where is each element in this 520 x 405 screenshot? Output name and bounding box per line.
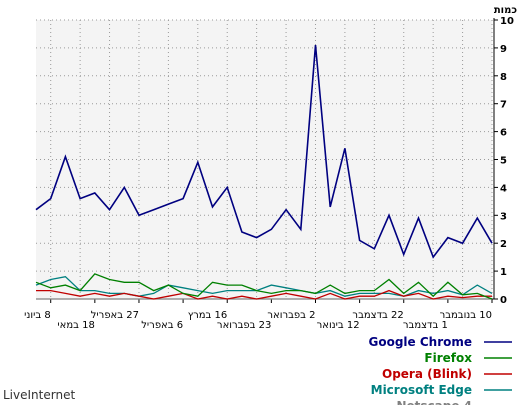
x-tick-label-8: 27 באפריל bbox=[91, 310, 139, 321]
legend-label-2: Opera (Blink) bbox=[382, 367, 472, 381]
grid bbox=[36, 19, 493, 299]
x-tick-label-9: 18 במאי bbox=[57, 320, 94, 331]
y-tick-label-3: 3 bbox=[500, 211, 507, 222]
y-tick-label-2: 2 bbox=[500, 239, 507, 250]
x-tick-label-6: 16 במרץ bbox=[188, 310, 228, 321]
x-tick-label-1: 1 בדצמבר bbox=[403, 320, 448, 331]
y-tick-label-1: 1 bbox=[500, 267, 507, 278]
y-tick-labels: 0 1 2 3 4 5 6 7 8 9 10 bbox=[494, 16, 514, 306]
y-tick-label-5: 5 bbox=[500, 156, 507, 167]
x-tick-label-5: 23 בפברואר bbox=[217, 320, 271, 331]
x-tick-label-4: 2 בפברואר bbox=[267, 310, 315, 321]
y-tick-label-9: 9 bbox=[500, 44, 507, 55]
x-tick-label-10: 8 ביוני bbox=[24, 310, 51, 321]
series-line-0 bbox=[35, 45, 493, 259]
y-tick-label-6: 6 bbox=[500, 128, 507, 139]
unit-label: כמות bbox=[494, 5, 518, 16]
y-tick-label-10: 10 bbox=[500, 16, 514, 27]
y-tick-label-4: 4 bbox=[500, 183, 507, 194]
y-tick-label-8: 8 bbox=[500, 72, 507, 83]
legend-label-4: Netscape 4 bbox=[396, 399, 472, 405]
legend-label-3: Microsoft Edge bbox=[371, 383, 472, 397]
series-line-1 bbox=[35, 273, 493, 300]
brand-label: LiveInternet bbox=[3, 388, 75, 402]
x-tick-label-2: 22 בדצמבר bbox=[352, 310, 403, 321]
series-line-2 bbox=[36, 289, 492, 300]
x-tick-label-3: 12 בינואר bbox=[317, 320, 360, 331]
legend-label-1: Firefox bbox=[424, 351, 472, 365]
x-tick-label-0: 10 בנובמבר bbox=[440, 310, 492, 321]
legend: Google Chrome Firefox Opera (Blink) Microso… bbox=[368, 335, 512, 405]
series-lines bbox=[35, 45, 493, 300]
legend-label-0: Google Chrome bbox=[368, 335, 472, 349]
y-tick-label-7: 7 bbox=[500, 100, 507, 111]
x-tick-label-7: 6 באפריל bbox=[141, 320, 183, 331]
y-tick-label-0: 0 bbox=[500, 295, 507, 306]
series-line-3 bbox=[35, 275, 493, 297]
